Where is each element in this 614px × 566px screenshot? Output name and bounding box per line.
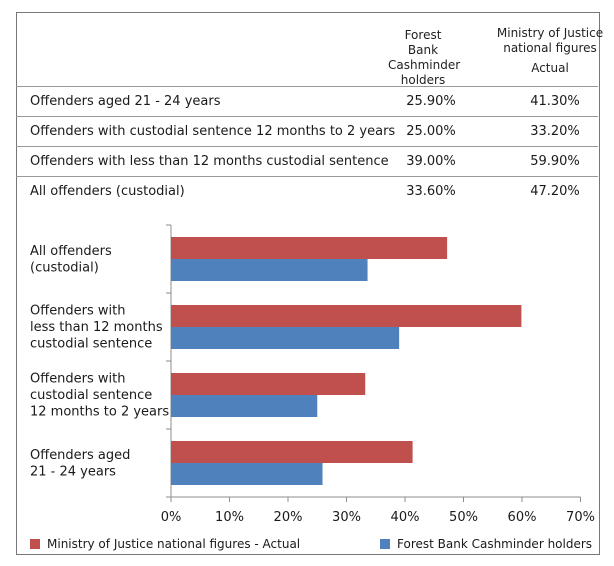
x-tick-label: 70% bbox=[566, 510, 595, 525]
category-label: less than 12 months bbox=[30, 320, 163, 335]
bar-forest-bank bbox=[171, 327, 400, 349]
moj-value: 33.20% bbox=[530, 124, 580, 139]
legend-label: Forest Bank Cashminder holders bbox=[397, 537, 593, 551]
header-line: national figures bbox=[503, 41, 597, 55]
table-rule bbox=[16, 116, 598, 117]
header-line: holders bbox=[400, 73, 446, 87]
category-label: Offenders with bbox=[30, 304, 126, 319]
forest-bank-value: 33.60% bbox=[406, 184, 456, 199]
bar-moj bbox=[171, 373, 366, 395]
x-tick-label: 50% bbox=[449, 510, 478, 525]
table-row: Offenders aged 21 - 24 years 25.90% 41.3… bbox=[16, 87, 582, 116]
header-line: Forest Bank bbox=[404, 28, 442, 57]
bar-forest-bank bbox=[171, 395, 318, 417]
row-label: Offenders with less than 12 months custo… bbox=[30, 154, 389, 169]
moj-value: 47.20% bbox=[530, 184, 580, 199]
table-rule bbox=[16, 146, 598, 147]
x-tick-label: 20% bbox=[274, 510, 303, 525]
x-tick-label: 0% bbox=[161, 510, 182, 525]
forest-bank-value: 39.00% bbox=[406, 154, 456, 169]
category-label: custodial sentence bbox=[30, 337, 152, 352]
category-label: 12 months to 2 years bbox=[30, 405, 169, 420]
moj-value: 41.30% bbox=[530, 94, 580, 109]
column-header-forest-bank: Forest Bank Cashminder holders bbox=[388, 28, 461, 88]
x-tick-label: 30% bbox=[332, 510, 361, 525]
header-line: Actual bbox=[531, 61, 569, 75]
category-label: Offenders aged bbox=[30, 448, 130, 463]
table-rule bbox=[16, 176, 598, 177]
bar-forest-bank bbox=[171, 259, 368, 281]
category-label: Offenders with bbox=[30, 372, 126, 387]
legend-swatch-blue bbox=[380, 539, 390, 549]
bar-moj bbox=[171, 237, 448, 259]
forest-bank-value: 25.90% bbox=[406, 94, 456, 109]
header-line: Cashminder bbox=[388, 58, 461, 72]
column-header-moj: Ministry of Justice national figures Act… bbox=[495, 26, 605, 76]
table-row: Offenders with custodial sentence 12 mon… bbox=[16, 117, 582, 146]
row-label: Offenders with custodial sentence 12 mon… bbox=[30, 124, 396, 139]
category-label: (custodial) bbox=[30, 260, 99, 275]
table-row: All offenders (custodial) 33.60% 47.20% bbox=[16, 177, 582, 206]
bar-moj bbox=[171, 305, 522, 327]
legend-item-moj: Ministry of Justice national figures - A… bbox=[30, 537, 300, 551]
legend-swatch-red bbox=[30, 539, 40, 549]
category-label: 21 - 24 years bbox=[30, 464, 116, 479]
x-tick-label: 60% bbox=[508, 510, 537, 525]
x-tick-label: 40% bbox=[391, 510, 420, 525]
row-label: All offenders (custodial) bbox=[30, 184, 185, 199]
category-label: All offenders bbox=[30, 244, 112, 259]
forest-bank-value: 25.00% bbox=[406, 124, 456, 139]
header-line: Ministry of Justice bbox=[496, 26, 604, 40]
table-row: Offenders with less than 12 months custo… bbox=[16, 147, 582, 176]
x-tick-label: 10% bbox=[215, 510, 244, 525]
bar-forest-bank bbox=[171, 463, 323, 485]
table-rule bbox=[16, 86, 598, 87]
legend-item-forest-bank: Forest Bank Cashminder holders bbox=[380, 537, 592, 551]
legend-label: Ministry of Justice national figures - A… bbox=[47, 537, 301, 551]
bar-moj bbox=[171, 441, 413, 463]
moj-value: 59.90% bbox=[530, 154, 580, 169]
category-label: custodial sentence bbox=[30, 388, 152, 403]
row-label: Offenders aged 21 - 24 years bbox=[30, 94, 221, 109]
